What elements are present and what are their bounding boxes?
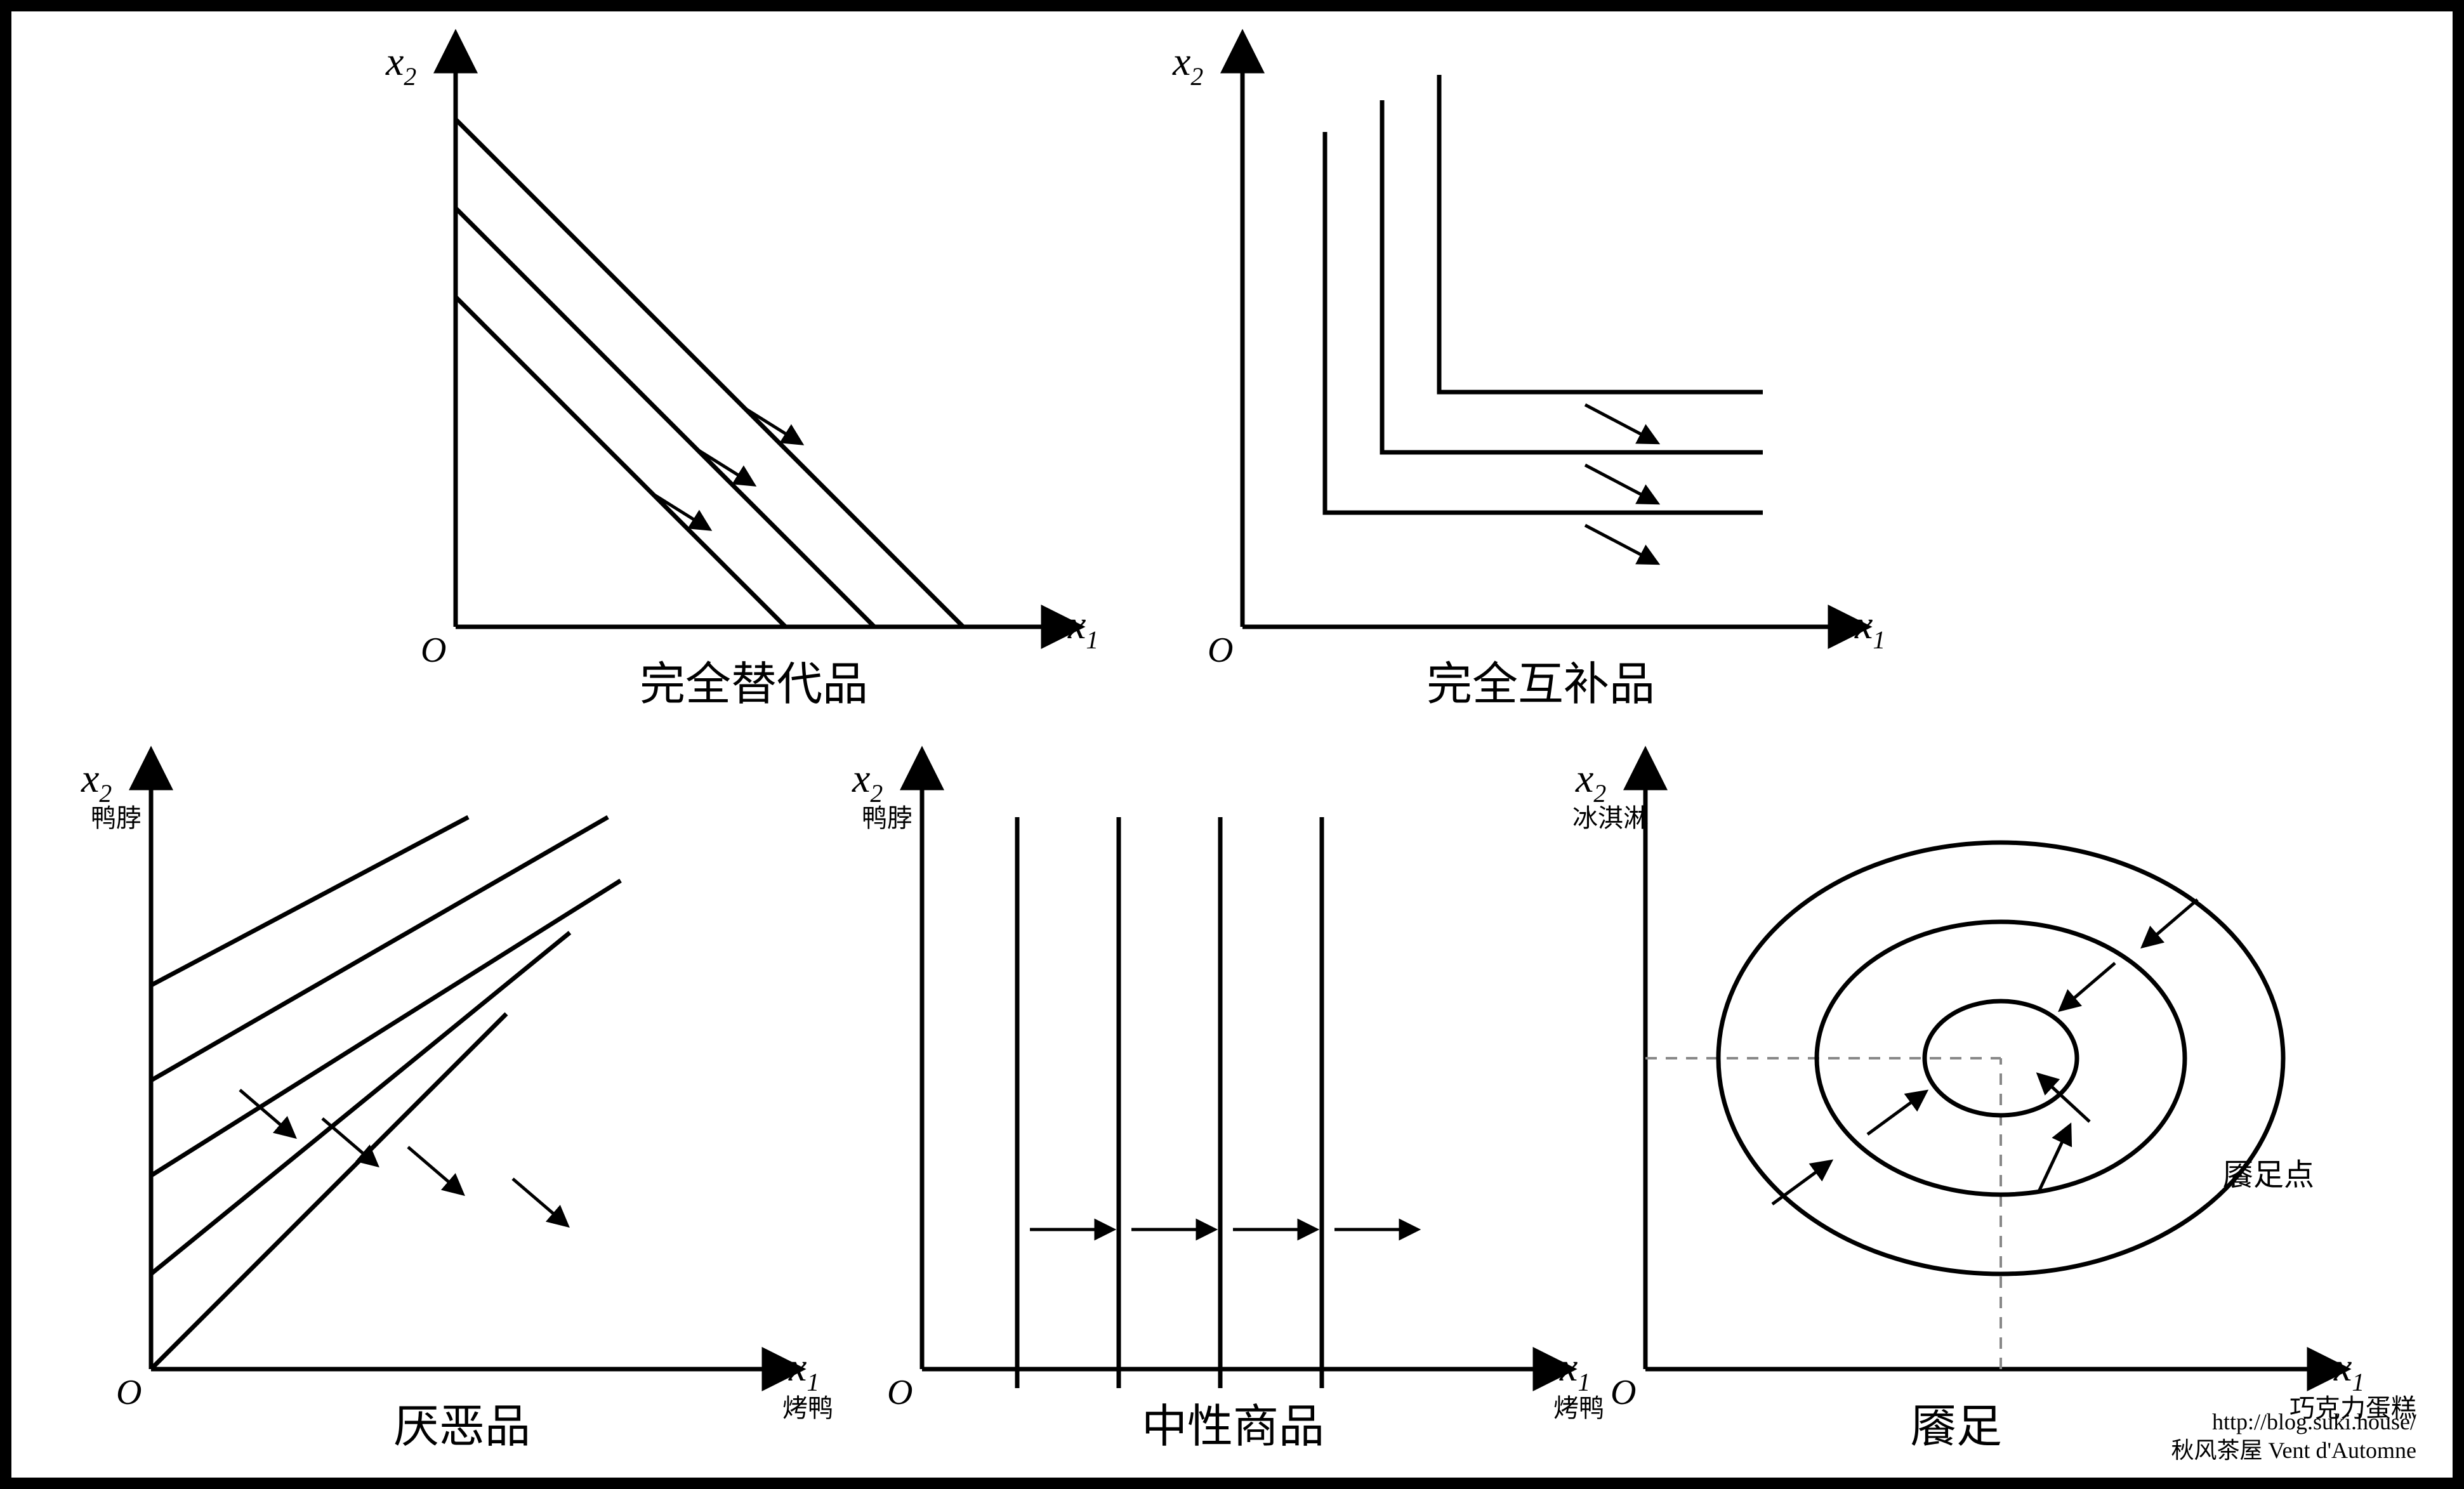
origin-label: O: [421, 631, 446, 670]
x-axis-label: x1: [1067, 602, 1098, 654]
y-axis-label: x2: [1172, 39, 1203, 91]
x-axis-label: x1: [1559, 1344, 1590, 1396]
x-axis-sublabel: 烤鸭: [782, 1394, 833, 1422]
footer-name: 秋风茶屋 Vent d'Automne: [2171, 1438, 2416, 1463]
y-axis-label: x2: [81, 756, 112, 808]
indifference-line: [151, 1014, 506, 1369]
x-axis-sublabel: 烤鸭: [1553, 1394, 1604, 1422]
direction-arrow: [513, 1179, 557, 1217]
panel-title: 餍足: [1911, 1401, 2002, 1452]
origin-label: O: [1208, 631, 1233, 670]
origin-label: O: [116, 1373, 142, 1412]
panel-satiation: Ox1x2冰淇淋巧克力蛋糕餍足点餍足: [1572, 756, 2416, 1452]
indifference-line: [456, 208, 874, 627]
x-axis-label: x1: [788, 1344, 819, 1396]
indifference-L: [1325, 132, 1763, 513]
direction-arrow: [1868, 1099, 1915, 1134]
indifference-L: [1439, 75, 1763, 392]
origin-label: O: [1611, 1373, 1636, 1412]
direction-arrow: [2039, 1138, 2064, 1191]
direction-arrow: [1772, 1169, 1820, 1204]
direction-arrow: [1585, 465, 1645, 497]
x-axis-label: x1: [1854, 602, 1885, 654]
figure-frame: Ox1x2完全替代品 Ox1x2完全互补品 Ox1x2鸭脖烤鸭厌恶品 Ox1x2…: [0, 0, 2464, 1489]
panel-title: 完全替代品: [640, 659, 868, 710]
y-axis-label: x2: [385, 39, 416, 91]
panel-title: 完全互补品: [1426, 659, 1655, 710]
panel-bads: Ox1 x2鸭脖烤鸭 厌恶品: [81, 756, 833, 1452]
direction-arrow: [1585, 405, 1645, 436]
direction-arrow: [2153, 900, 2197, 938]
diagram-svg: Ox1x2完全替代品 Ox1x2完全互补品 Ox1x2鸭脖烤鸭厌恶品 Ox1x2…: [11, 11, 2453, 1478]
y-axis-sublabel: 冰淇淋: [1572, 804, 1649, 832]
direction-arrow: [322, 1118, 367, 1157]
bliss-point-label: 餍足点: [2223, 1158, 2314, 1192]
indifference-line: [151, 933, 570, 1274]
footer-url: http://blog.suki.house/: [2212, 1409, 2416, 1434]
direction-arrow: [1585, 525, 1645, 557]
direction-arrow: [2048, 1084, 2090, 1122]
panel-title: 中性商品: [1142, 1401, 1324, 1452]
y-axis-sublabel: 鸭脖: [862, 804, 912, 832]
origin-label: O: [887, 1373, 912, 1412]
panel-perfect-substitutes: Ox1 x2 完全替代品: [385, 39, 1098, 710]
y-axis-label: x2: [852, 756, 883, 808]
y-axis-sublabel: 鸭脖: [91, 804, 142, 832]
indifference-line: [151, 817, 468, 985]
y-axis-label: x2: [1575, 756, 1606, 808]
panel-title: 厌恶品: [393, 1401, 530, 1452]
panel-perfect-complements: Ox1 x2 完全互补品: [1172, 39, 1885, 710]
panel-neutral-goods: Ox1x2鸭脖烤鸭中性商品: [852, 756, 1604, 1452]
x-axis-label: x1: [2333, 1344, 2364, 1396]
indifference-line: [456, 297, 786, 627]
direction-arrow: [2071, 963, 2115, 1001]
direction-arrow: [408, 1147, 452, 1185]
